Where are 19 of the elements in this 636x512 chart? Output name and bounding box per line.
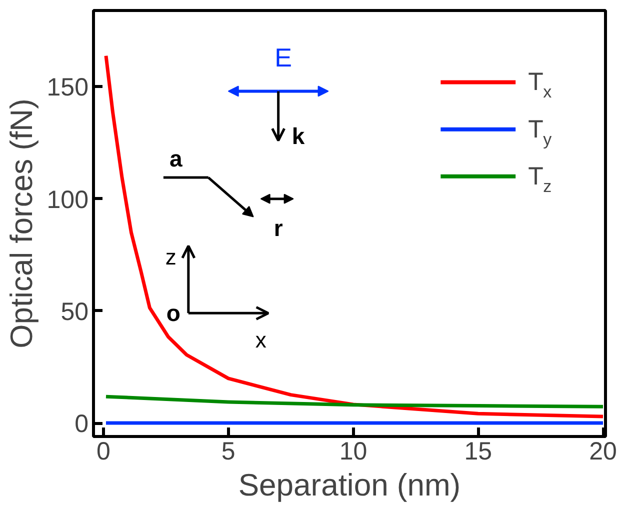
annotation: o (166, 300, 180, 326)
y-tick-label: 100 (46, 186, 89, 214)
y-axis-title: Optical forces (fN) (4, 98, 39, 348)
annotation: a (170, 145, 183, 172)
annotation: E (274, 42, 292, 73)
annotation: z (165, 244, 176, 270)
x-tick-label: 0 (96, 438, 110, 466)
annotation: r (274, 214, 283, 241)
y-tick-label: 0 (74, 410, 88, 438)
x-tick-label: 5 (221, 438, 236, 466)
x-axis-title: Separation (nm) (238, 468, 461, 502)
x-tick-label: 10 (339, 438, 368, 466)
y-tick-label: 150 (46, 74, 89, 102)
annotation: x (255, 328, 266, 353)
annotation: k (292, 123, 305, 150)
line-series (104, 394, 605, 408)
x-tick-label: 15 (464, 438, 492, 466)
y-tick-label: 50 (60, 298, 89, 326)
x-tick-label: 20 (589, 438, 617, 466)
